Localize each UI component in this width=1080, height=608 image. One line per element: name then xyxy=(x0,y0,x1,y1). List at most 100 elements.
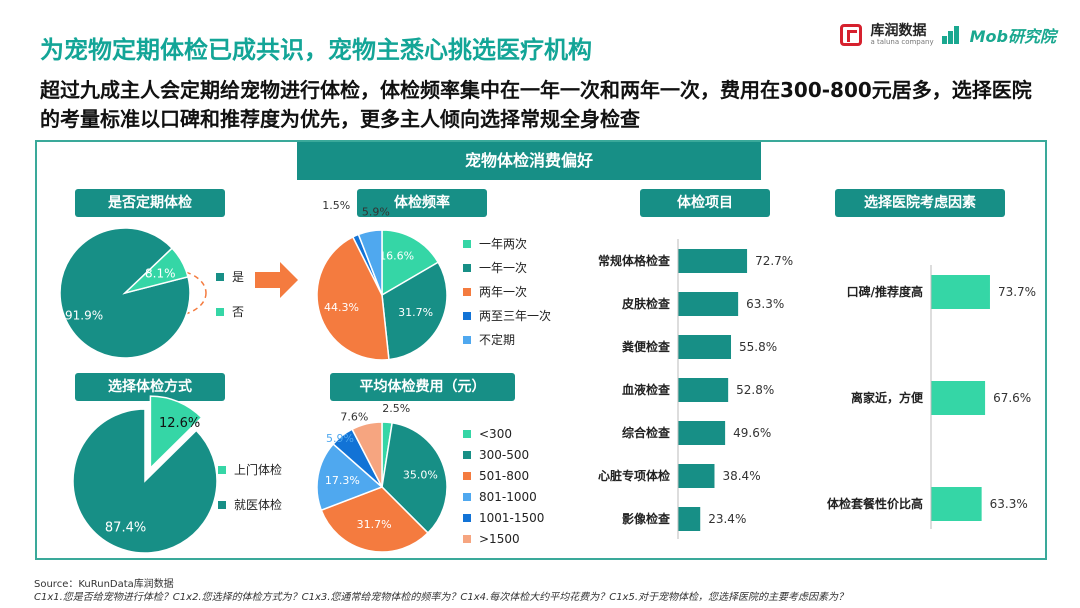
arrow-icon xyxy=(255,262,298,298)
avg_cost-legend-item-1: 300-500 xyxy=(463,448,529,462)
checkup_items-value-4: 49.6% xyxy=(733,426,771,440)
frequency-legend-swatch-3 xyxy=(463,311,471,320)
frequency-label-2: 44.3% xyxy=(324,301,359,314)
chart-panel xyxy=(35,140,1047,560)
regular_checkup-legend-item-1: 否 xyxy=(216,303,244,320)
regular_checkup-slice-1 xyxy=(122,247,189,295)
checkup_items-bar-2 xyxy=(678,335,732,359)
hospital_factors-value-0: 73.7% xyxy=(998,285,1036,299)
frequency-legend-text-1: 一年一次 xyxy=(479,261,528,275)
checkup_items-value-1: 63.3% xyxy=(746,297,784,311)
avg_cost-legend-item-4: 1001-1500 xyxy=(463,511,544,525)
frequency-slice-2 xyxy=(316,235,390,361)
regular_checkup-legend-item-0: 是 xyxy=(216,268,244,285)
checkup_method-legend-text-0: 上门体检 xyxy=(234,463,283,477)
checkup_method-legend-item-1: 就医体检 xyxy=(218,496,282,513)
avg_cost-slice-2 xyxy=(320,486,430,553)
mob-logo-icon xyxy=(941,26,962,44)
avg_cost-legend-item-5: >1500 xyxy=(463,532,520,546)
checkup_method-slice-0 xyxy=(149,395,203,470)
checkup_method-label-1: 87.4% xyxy=(105,521,146,536)
hospital_factors-bar-1 xyxy=(931,381,986,415)
source-note: Source：KuRunData库润数据 xyxy=(34,579,174,590)
checkup_items-cat-0: 常规体格检查 xyxy=(598,253,671,268)
avg_cost-legend-text-3: 801-1000 xyxy=(479,490,537,504)
checkup_method-legend-text-1: 就医体检 xyxy=(234,498,283,512)
section-label-frequency: 体检频率 xyxy=(357,189,487,217)
avg_cost-legend-text-4: 1001-1500 xyxy=(479,511,545,525)
section-label-cost: 平均体检费用（元） xyxy=(330,373,515,401)
kurun-logo-sub: a taluna company xyxy=(870,38,934,46)
avg_cost-label-3: 17.3% xyxy=(325,474,360,487)
frequency-legend-swatch-2 xyxy=(463,287,471,296)
hospital_factors-bar-2 xyxy=(931,487,982,521)
hospital_factors-cat-2: 体检套餐性价比高 xyxy=(827,496,923,511)
checkup_items-cat-4: 综合检查 xyxy=(622,425,671,440)
avg_cost-legend-item-0: <300 xyxy=(463,427,512,441)
mob-logo-name: Mob研究院 xyxy=(969,27,1056,46)
avg_cost-label-1: 35.0% xyxy=(403,469,438,482)
checkup_items-bar-4 xyxy=(678,421,726,445)
checkup_items-value-0: 72.7% xyxy=(755,254,793,268)
checkup_method-slice-1 xyxy=(72,408,218,554)
avg_cost-legend-text-0: <300 xyxy=(479,427,512,441)
avg_cost-label-4: 5.9% xyxy=(326,432,354,445)
checkup_items-cat-6: 影像检查 xyxy=(622,511,671,526)
frequency-legend-swatch-4 xyxy=(463,335,471,344)
regular_checkup-label-1: 8.1% xyxy=(145,266,176,280)
avg_cost-legend-text-1: 300-500 xyxy=(479,448,530,462)
frequency-slice-1 xyxy=(381,261,448,361)
regular_checkup-legend-swatch-1 xyxy=(216,307,224,316)
panel-title: 宠物体检消费偏好 xyxy=(297,142,761,180)
avg_cost-label-2: 31.7% xyxy=(357,518,392,531)
avg_cost-legend-text-5: >1500 xyxy=(479,532,520,546)
frequency-legend-text-4: 不定期 xyxy=(479,333,516,347)
checkup_items-cat-2: 粪便检查 xyxy=(622,339,671,354)
checkup_items-value-3: 52.8% xyxy=(736,383,774,397)
frequency-label-1: 31.7% xyxy=(398,306,433,319)
checkup_items-bar-6 xyxy=(678,507,701,531)
regular_checkup-legend-text-1: 否 xyxy=(232,305,245,319)
avg_cost-legend-swatch-4 xyxy=(463,514,471,522)
avg_cost-legend-swatch-0 xyxy=(463,430,471,438)
checkup_items-value-5: 38.4% xyxy=(722,469,760,483)
avg_cost-legend-swatch-3 xyxy=(463,493,471,501)
page-subtitle: 超过九成主人会定期给宠物进行体检，体检频率集中在一年一次和两年一次，费用在300… xyxy=(40,78,1032,131)
frequency-legend-text-3: 两至三年一次 xyxy=(479,309,552,323)
hospital_factors-value-2: 63.3% xyxy=(990,497,1028,511)
avg_cost-label-0: 2.5% xyxy=(382,402,410,415)
avg_cost-legend-swatch-1 xyxy=(463,451,471,459)
frequency-legend-item-3: 两至三年一次 xyxy=(463,307,551,324)
checkup_items-bar-1 xyxy=(678,292,739,316)
kurun-logo-icon xyxy=(840,24,863,46)
frequency-label-4: 5.9% xyxy=(362,206,390,219)
avg_cost-legend-item-3: 801-1000 xyxy=(463,490,537,504)
checkup_items-bar-5 xyxy=(678,464,715,488)
avg_cost-slice-1 xyxy=(381,421,448,535)
avg_cost-legend-swatch-5 xyxy=(463,535,471,543)
checkup_items-bar-0 xyxy=(678,249,748,273)
avg_cost-legend-text-2: 501-800 xyxy=(479,469,530,483)
avg_cost-legend-item-2: 501-800 xyxy=(463,469,529,483)
checkup_items-bar-3 xyxy=(678,378,729,402)
avg_cost-label-5: 7.6% xyxy=(340,410,368,423)
checkup_items-cat-3: 血液检查 xyxy=(622,382,671,397)
checkup_items-cat-5: 心脏专项体检 xyxy=(598,468,670,483)
frequency-legend-swatch-1 xyxy=(463,263,471,272)
regular_checkup-label-0: 91.9% xyxy=(65,309,103,323)
checkup_method-legend-swatch-0 xyxy=(218,465,226,474)
checkup_items-value-2: 55.8% xyxy=(739,340,777,354)
frequency-legend-text-2: 两年一次 xyxy=(479,285,528,299)
kurun-logo-name: 库润数据 xyxy=(870,23,927,39)
frequency-legend-swatch-0 xyxy=(463,239,471,248)
question-notes: C1x1.您是否给宠物进行体检？C1x2.您选择的体检方式为？C1x3.您通常给… xyxy=(34,592,849,603)
checkup_method-legend-swatch-1 xyxy=(218,500,226,509)
frequency-label-3: 1.5% xyxy=(322,199,350,212)
checkup_items-value-6: 23.4% xyxy=(708,512,746,526)
hospital_factors-value-1: 67.6% xyxy=(993,391,1031,405)
logos: 库润数据 a taluna company Mob研究院 xyxy=(840,20,1056,50)
frequency-slice-0 xyxy=(381,229,440,297)
section-label-regular: 是否定期体检 xyxy=(75,189,225,217)
avg_cost-slice-5 xyxy=(351,421,383,488)
